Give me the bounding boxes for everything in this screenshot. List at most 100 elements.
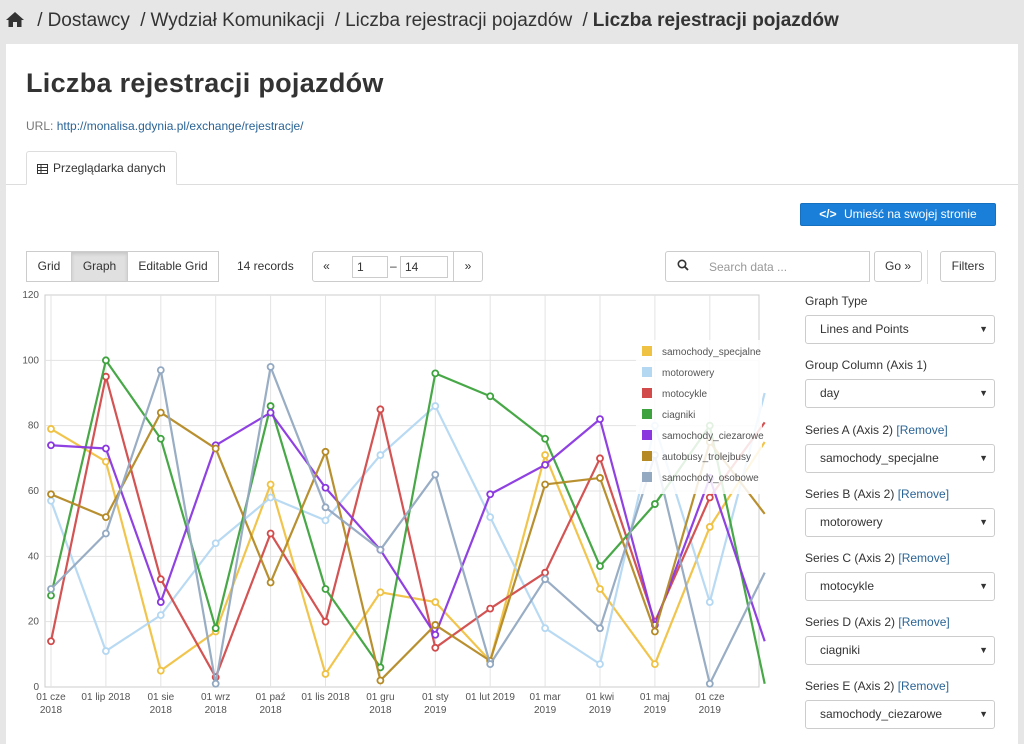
pager-from-input[interactable]: [352, 256, 388, 278]
data-point-motorowery: [321, 516, 330, 525]
y-tick-label: 80: [28, 421, 40, 432]
data-point-autobusy_trolejbusy: [156, 408, 165, 417]
breadcrumb-link-wydzial[interactable]: Wydział Komunikacji: [150, 10, 325, 31]
data-point-samochody_ciezarowe: [266, 408, 275, 417]
data-point-autobusy_trolejbusy: [211, 444, 220, 453]
data-point-motorowery: [431, 402, 440, 410]
legend-label-samochody_specjalne: samochody_specjalne: [662, 347, 761, 358]
data-point-samochody_ciezarowe: [486, 490, 495, 499]
chevron-down-icon: ▼: [979, 709, 988, 719]
data-point-motocykle: [156, 575, 165, 584]
data-point-autobusy_trolejbusy: [376, 676, 385, 685]
filters-button[interactable]: Filters: [940, 251, 996, 282]
data-point-motorowery: [596, 660, 604, 669]
data-point-samochody_osobowe: [486, 660, 495, 669]
data-point-autobusy_trolejbusy: [651, 627, 659, 636]
data-point-motorowery: [47, 496, 55, 505]
x-tick-label: 2019: [589, 705, 612, 716]
data-point-motocykle: [596, 454, 604, 463]
series-e-select[interactable]: samochody_ciezarowe ▼: [805, 700, 995, 729]
series-d-select[interactable]: ciagniki ▼: [805, 636, 995, 665]
pager-prev-button[interactable]: «: [312, 251, 341, 282]
code-icon: </>: [819, 207, 837, 221]
data-point-motocykle: [376, 405, 385, 414]
series-b-remove-link[interactable]: [Remove]: [897, 487, 950, 501]
search-input[interactable]: [699, 251, 870, 282]
data-point-samochody_osobowe: [102, 529, 110, 538]
data-point-motorowery: [102, 647, 110, 655]
view-grid-button[interactable]: Grid: [26, 251, 72, 282]
series-a-remove-link[interactable]: [Remove]: [896, 423, 948, 437]
data-point-samochody_osobowe: [266, 362, 275, 371]
chevron-down-icon: ▼: [979, 324, 988, 334]
x-tick-label: 01 cze: [36, 692, 66, 703]
data-point-ciagniki: [102, 356, 110, 365]
x-tick-label: 01 kwi: [586, 692, 614, 703]
series-b-value: motorowery: [820, 515, 883, 529]
data-point-samochody_specjalne: [376, 588, 385, 597]
embed-button[interactable]: </> Umieść na swojej stronie: [800, 203, 996, 226]
go-button[interactable]: Go »: [874, 251, 922, 282]
data-point-samochody_osobowe: [705, 679, 714, 688]
data-point-ciagniki: [541, 434, 549, 443]
data-point-motocykle: [47, 637, 55, 646]
data-point-samochody_ciezarowe: [596, 415, 604, 424]
series-e-remove-link[interactable]: [Remove]: [897, 679, 950, 693]
data-point-samochody_specjalne: [705, 523, 714, 531]
data-point-samochody_osobowe: [211, 679, 220, 688]
graph-type-value: Lines and Points: [820, 322, 909, 336]
data-point-ciagniki: [321, 585, 330, 593]
legend-swatch-autobusy_trolejbusy: [642, 451, 652, 461]
pager-to-input[interactable]: [400, 256, 448, 278]
x-tick-label: 01 maj: [640, 692, 670, 703]
series-d-remove-link[interactable]: [Remove]: [898, 615, 950, 629]
tab-data-explorer[interactable]: Przeglądarka danych: [26, 151, 177, 185]
data-point-samochody_osobowe: [541, 575, 549, 584]
series-a-value: samochody_specjalne: [820, 451, 939, 465]
legend-label-samochody_ciezarowe: samochody_ciezarowe: [662, 431, 764, 442]
data-point-ciagniki: [211, 624, 220, 633]
series-line-ciagniki: [49, 359, 766, 684]
data-point-motorowery: [266, 493, 275, 502]
url-link[interactable]: http://monalisa.gdynia.pl/exchange/rejes…: [56, 119, 304, 133]
url-label: URL:: [26, 119, 54, 133]
x-tick-label: 01 cze: [695, 692, 725, 703]
home-icon[interactable]: [5, 11, 25, 34]
graph-type-select[interactable]: Lines and Points ▼: [805, 315, 995, 344]
data-point-samochody_ciezarowe: [156, 598, 165, 606]
pager-next-button[interactable]: »: [453, 251, 483, 282]
series-a-select[interactable]: samochody_specjalne ▼: [805, 444, 995, 473]
chevron-down-icon: ▼: [979, 517, 988, 527]
y-tick-label: 120: [22, 290, 39, 301]
x-tick-label: 01 sty: [422, 692, 449, 703]
x-tick-label: 2018: [40, 705, 63, 716]
data-point-motocykle: [486, 604, 495, 613]
data-point-samochody_ciezarowe: [47, 441, 55, 450]
data-point-samochody_specjalne: [596, 585, 604, 593]
x-tick-label: 01 lis 2018: [301, 692, 350, 703]
data-point-samochody_specjalne: [431, 598, 440, 606]
x-tick-label: 2019: [699, 705, 722, 716]
data-point-samochody_osobowe: [431, 470, 440, 479]
chart-area: 0 20 40 60 80 100 120 01 cze 2018 01 lip 2018 01 s…: [6, 288, 786, 728]
data-point-samochody_ciezarowe: [541, 460, 549, 469]
view-editable-grid-button[interactable]: Editable Grid: [127, 251, 219, 282]
search-button[interactable]: [665, 251, 700, 282]
view-graph-button[interactable]: Graph: [71, 251, 128, 282]
x-tick-label: 2019: [424, 705, 447, 716]
series-b-select[interactable]: motorowery ▼: [805, 508, 995, 537]
content-panel: Liczba rejestracji pojazdów URL: http://…: [6, 44, 1018, 744]
legend-swatch-samochody_osobowe: [642, 472, 652, 482]
series-c-remove-link[interactable]: [Remove]: [898, 551, 950, 565]
series-c-value: motocykle: [820, 579, 875, 593]
breadcrumb-link-dataset[interactable]: Liczba rejestracji pojazdów: [345, 10, 573, 31]
legend-label-motorowery: motorowery: [662, 368, 714, 379]
breadcrumb-link-dostawcy[interactable]: Dostawcy: [47, 10, 130, 31]
group-column-select[interactable]: day ▼: [805, 379, 995, 408]
data-point-samochody_osobowe: [156, 366, 165, 375]
data-point-samochody_specjalne: [321, 670, 330, 678]
series-c-select[interactable]: motocykle ▼: [805, 572, 995, 601]
legend-label-autobusy_trolejbusy: autobusy_trolejbusy: [662, 452, 751, 463]
data-point-motocykle: [266, 529, 275, 538]
x-tick-label: 01 paź: [256, 692, 286, 703]
